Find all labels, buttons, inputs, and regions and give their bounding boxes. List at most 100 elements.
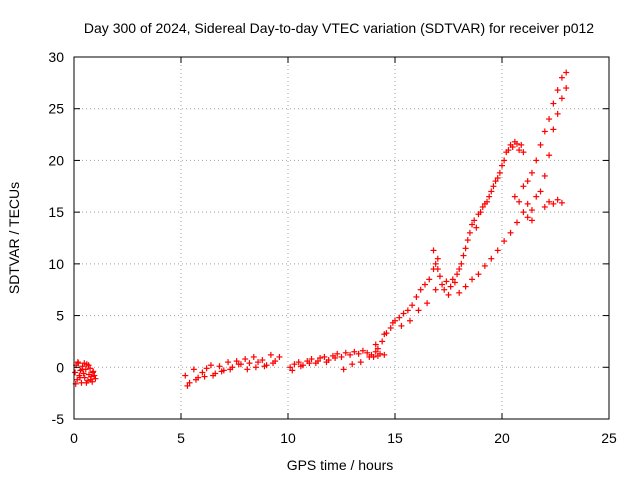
data-point (76, 374, 83, 381)
data-point (370, 353, 377, 360)
data-point (513, 219, 520, 226)
data-point (92, 375, 99, 382)
data-point (507, 229, 514, 236)
data-point (87, 376, 94, 383)
data-point (201, 373, 208, 380)
data-point (481, 262, 488, 269)
data-point (563, 85, 570, 92)
data-point (469, 221, 476, 228)
x-tick-label: 25 (601, 430, 617, 446)
data-point (347, 351, 354, 358)
data-point (381, 331, 388, 338)
data-point (513, 140, 520, 147)
data-point (432, 260, 439, 267)
data-point (563, 69, 570, 76)
data-point (554, 196, 561, 203)
x-tick-label: 15 (387, 430, 403, 446)
data-point (199, 369, 206, 376)
data-point (400, 310, 407, 317)
y-tick-label: 25 (48, 101, 64, 117)
x-axis-label: GPS time / hours (287, 457, 394, 473)
data-point (207, 362, 214, 369)
data-point (210, 372, 217, 379)
data-point (524, 214, 531, 221)
data-point (541, 172, 548, 179)
data-point (520, 183, 527, 190)
data-point (338, 353, 345, 360)
data-point (91, 372, 98, 379)
data-point (443, 278, 450, 285)
data-point (287, 364, 294, 371)
data-point (317, 354, 324, 361)
data-point (87, 365, 94, 372)
data-point (398, 322, 405, 329)
data-point (488, 255, 495, 262)
data-point (396, 314, 403, 321)
data-point (342, 349, 349, 356)
data-point (314, 358, 321, 365)
data-point (479, 203, 486, 210)
data-point (252, 364, 259, 371)
data-point (451, 279, 458, 286)
data-point (541, 203, 548, 210)
data-point (85, 362, 92, 369)
data-point (246, 360, 253, 367)
data-point (462, 283, 469, 290)
data-point (372, 341, 379, 348)
data-point (458, 260, 465, 267)
data-point (558, 199, 565, 206)
chart-title: Day 300 of 2024, Sidereal Day-to-day VTE… (84, 20, 594, 36)
data-point (74, 359, 81, 366)
data-point (190, 366, 197, 373)
data-point (541, 128, 548, 135)
x-tick-label: 5 (177, 430, 185, 446)
data-point (417, 286, 424, 293)
data-point (466, 229, 473, 236)
data-point (492, 178, 499, 185)
data-point (558, 74, 565, 81)
data-point (447, 283, 454, 290)
data-point (409, 302, 416, 309)
data-point (255, 359, 262, 366)
data-point (456, 266, 463, 273)
y-tick-label: 20 (48, 152, 64, 168)
y-tick-label: 0 (56, 359, 64, 375)
data-point (406, 317, 413, 324)
data-point (192, 376, 199, 383)
axis-ticks: 0 5 10 15 20 25 -5 0 5 10 15 20 25 30 (48, 49, 617, 446)
data-point (218, 368, 225, 375)
plot-area-border (73, 56, 610, 420)
data-point (364, 349, 371, 356)
data-point (355, 350, 362, 357)
data-point (509, 143, 516, 150)
data-point (494, 175, 501, 182)
data-point (389, 319, 396, 326)
data-point (533, 193, 540, 200)
y-tick-label: -5 (52, 411, 65, 427)
data-point (244, 366, 251, 373)
data-point (533, 157, 540, 164)
data-point (372, 348, 379, 355)
data-point (434, 266, 441, 273)
data-point (259, 357, 266, 364)
data-point (462, 245, 469, 252)
grid-lines (74, 57, 609, 419)
data-point (203, 365, 210, 372)
data-point (227, 366, 234, 373)
data-point (323, 359, 330, 366)
data-point (357, 359, 364, 366)
data-point (524, 178, 531, 185)
data-point (473, 224, 480, 231)
data-point (359, 347, 366, 354)
data-point (464, 237, 471, 244)
data-point (349, 361, 356, 368)
data-point (449, 276, 456, 283)
data-point (233, 358, 240, 365)
data-point (439, 281, 446, 288)
data-point (516, 147, 523, 154)
data-point (469, 276, 476, 283)
data-point (186, 379, 193, 386)
data-point (413, 293, 420, 300)
data-point (381, 351, 388, 358)
data-point (518, 141, 525, 148)
